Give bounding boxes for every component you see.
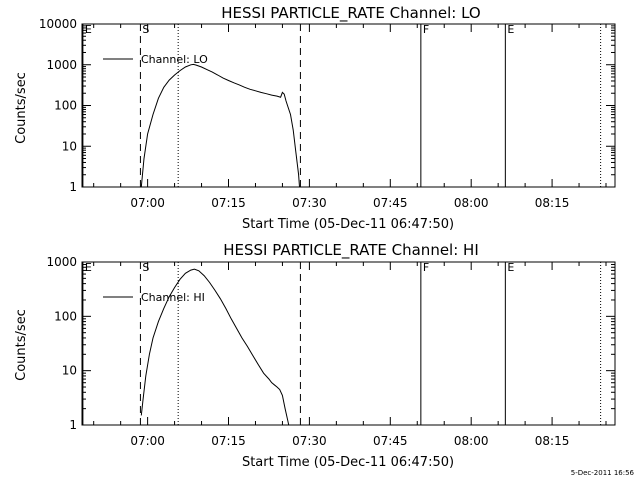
x-tick-label: 07:00 — [130, 196, 165, 210]
series-line — [140, 63, 300, 188]
x-tick-label: 08:00 — [454, 434, 489, 448]
x-axis-label: Start Time (05-Dec-11 06:47:50) — [242, 455, 454, 470]
x-tick-label: 08:00 — [454, 196, 489, 210]
y-tick-label: 1000 — [46, 58, 77, 72]
y-tick-label: 10 — [62, 139, 77, 153]
x-tick-label: 07:45 — [373, 434, 408, 448]
legend: Channel: LO — [103, 53, 208, 66]
x-tick-label: 07:15 — [211, 196, 246, 210]
event-marker-label: F — [423, 261, 429, 274]
x-tick-label: 07:45 — [373, 196, 408, 210]
legend-label: Channel: LO — [141, 53, 208, 66]
chart-title: HESSI PARTICLE_RATE Channel: HI — [223, 241, 479, 260]
x-tick-label: 07:15 — [211, 434, 246, 448]
x-axis-label: Start Time (05-Dec-11 06:47:50) — [242, 217, 454, 232]
event-marker-label: E — [507, 261, 514, 274]
event-marker-label: E — [507, 23, 514, 36]
event-marker-label: E — [85, 261, 92, 274]
y-tick-label: 10 — [62, 364, 77, 378]
x-tick-label: 07:30 — [292, 434, 327, 448]
footer-timestamp: 5-Dec-2011 16:56 — [571, 469, 635, 477]
x-tick-label: 08:15 — [535, 434, 570, 448]
x-tick-label: 07:30 — [292, 196, 327, 210]
event-marker-label: S — [142, 23, 149, 36]
axis-layer: 07:00 07:15 07:30 07:45 08:00 08:15 1 10 100 1000… — [39, 17, 615, 210]
chart-title: HESSI PARTICLE_RATE Channel: LO — [221, 4, 480, 23]
series-line — [140, 268, 290, 426]
event-marker-label: F — [423, 23, 429, 36]
y-tick-label: 1 — [69, 180, 77, 194]
y-tick-label: 100 — [54, 99, 77, 113]
series-layer — [140, 268, 290, 426]
y-axis-label: Counts/sec — [14, 309, 29, 381]
chart-panel-lo: HESSI PARTICLE_RATE Channel: LO Start Ti… — [14, 4, 616, 232]
event-marker-label: S — [142, 261, 149, 274]
x-tick-label: 08:15 — [535, 196, 570, 210]
event-marker-label: E — [85, 23, 92, 36]
legend: Channel: HI — [103, 291, 205, 304]
legend-label: Channel: HI — [141, 291, 205, 304]
series-layer — [140, 63, 300, 188]
axis-layer: 07:00 07:15 07:30 07:45 08:00 08:15 1 10 100 1000 — [46, 255, 615, 448]
y-tick-label: 10000 — [39, 17, 77, 31]
chart-panel-hi: HESSI PARTICLE_RATE Channel: HI Start Ti… — [14, 241, 616, 470]
plot-frame — [81, 261, 616, 426]
x-tick-label: 07:00 — [130, 434, 165, 448]
y-axis-label: Counts/sec — [14, 72, 29, 144]
y-tick-label: 1000 — [46, 255, 77, 269]
y-tick-label: 1 — [69, 418, 77, 432]
y-tick-label: 100 — [54, 309, 77, 323]
